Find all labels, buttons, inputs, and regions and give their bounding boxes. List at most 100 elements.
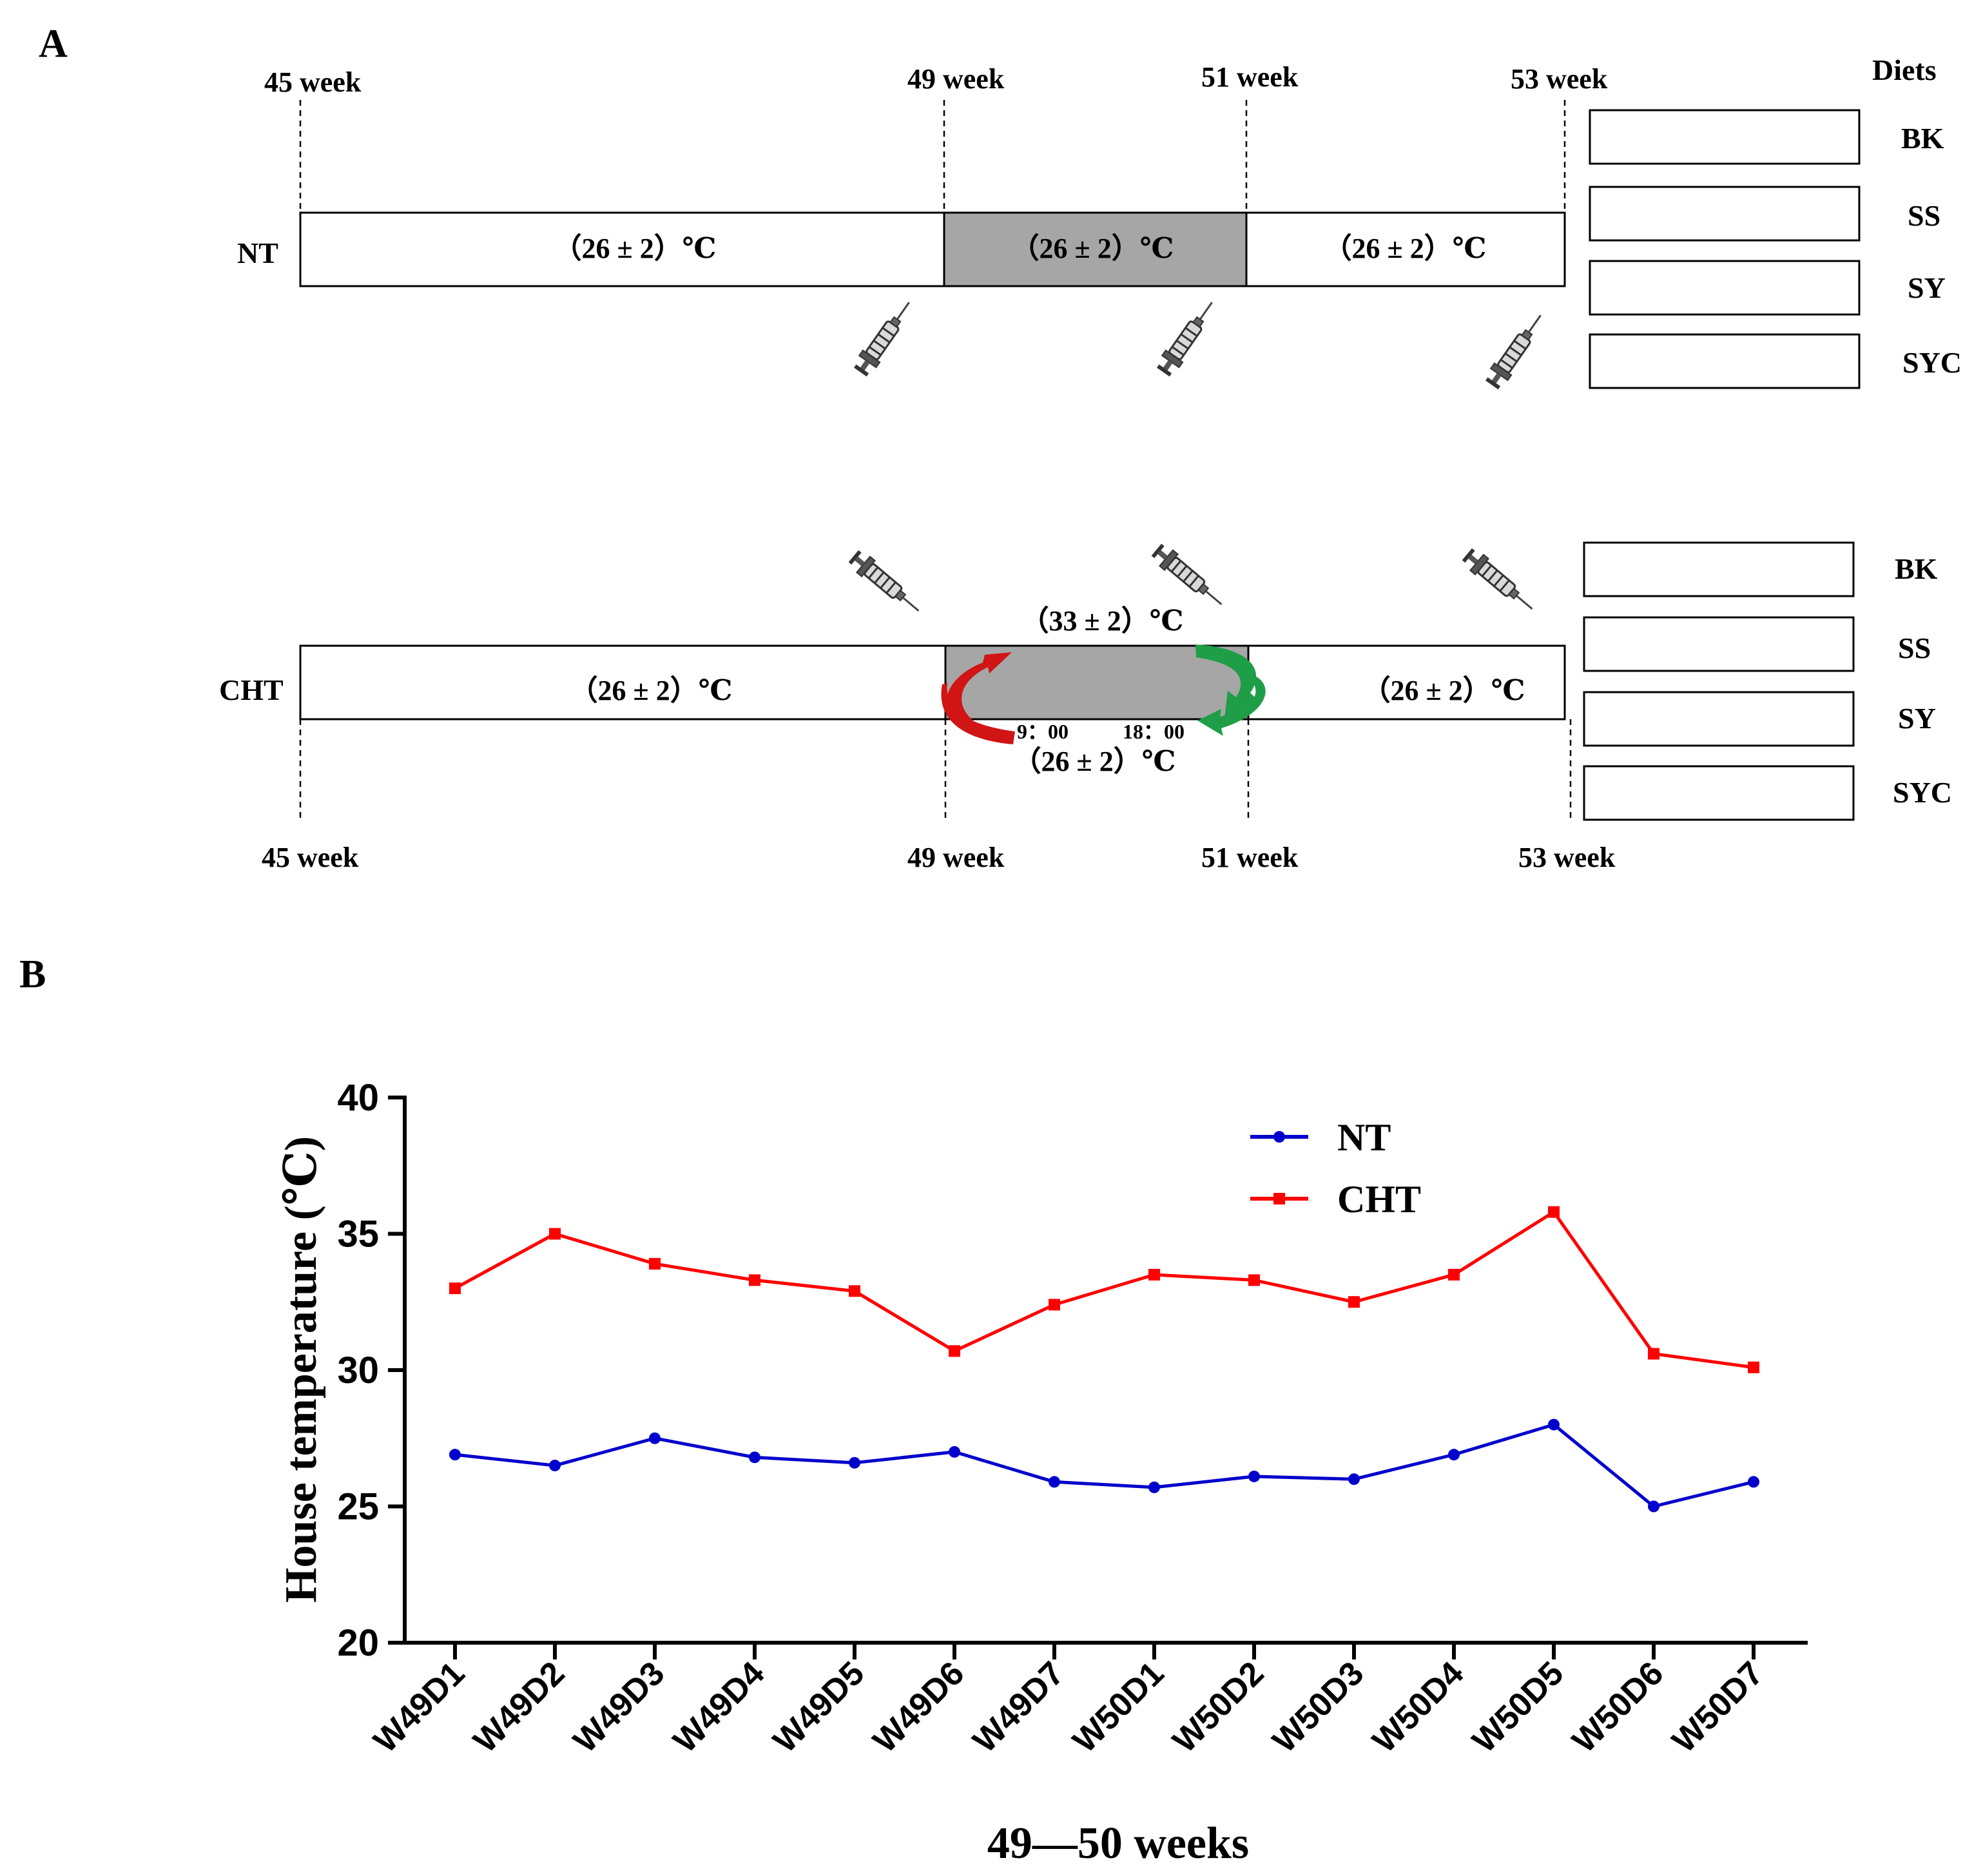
nt-segment-2 — [943, 211, 1248, 287]
data-point-cht — [1648, 1348, 1659, 1360]
cht-diet-box-syc — [1583, 765, 1855, 821]
nt-diet-label-syc: SYC — [1902, 346, 1962, 379]
series-line-cht — [454, 1210, 1754, 1369]
data-point-nt — [1748, 1476, 1759, 1488]
legend-cht-label: CHT — [1337, 1178, 1421, 1221]
cht-week-49-label: 49 week — [907, 842, 1005, 873]
x-tick-label: W50D2 — [1166, 1654, 1272, 1760]
x-tick-label: W49D7 — [966, 1654, 1072, 1760]
data-point-nt — [1049, 1476, 1060, 1488]
rotation-arrow-green-icon — [1195, 644, 1257, 719]
syringe-icon — [1154, 295, 1222, 380]
nt-segment-1-temp: （26 ± 2）℃ — [554, 233, 717, 264]
cht-week-45-label: 45 week — [262, 842, 359, 873]
cht-diet-label-syc: SYC — [1893, 776, 1952, 809]
cht-diet-label-bk: BK — [1895, 552, 1938, 585]
data-point-cht — [749, 1274, 760, 1286]
x-tick-label: W50D7 — [1665, 1654, 1771, 1760]
panel-b-letter: B — [19, 953, 46, 996]
cht-week-51-label: 51 week — [1201, 842, 1299, 873]
y-tick-label: 35 — [337, 1214, 379, 1255]
cht-diet-box-ss — [1583, 616, 1855, 672]
x-tick-label: W49D3 — [566, 1654, 672, 1760]
nt-diet-label-bk: BK — [1901, 122, 1944, 155]
nt-week-53-label: 53 week — [1511, 63, 1608, 95]
x-tick-label: W49D5 — [766, 1654, 872, 1760]
y-tick-label: 30 — [337, 1349, 379, 1391]
nt-segment-1 — [299, 211, 945, 287]
nt-segment-3-temp: （26 ± 2）℃ — [1324, 233, 1487, 264]
x-tick-label: W50D1 — [1066, 1654, 1172, 1760]
cht-diet-label-sy: SY — [1898, 702, 1936, 735]
series-line-nt — [454, 1423, 1754, 1508]
y-tick-label: 25 — [337, 1486, 379, 1528]
data-point-nt — [1548, 1418, 1560, 1431]
x-tick-label: W49D1 — [367, 1654, 472, 1760]
nt-group-label: NT — [237, 237, 278, 269]
cht-segment-3 — [1247, 644, 1566, 720]
cht-segment-3-temp: （26 ± 2）℃ — [1362, 675, 1525, 706]
cht-segment-1 — [299, 644, 947, 720]
data-point-nt — [949, 1446, 960, 1458]
cht-low-temp: （26 ± 2）℃ — [1013, 746, 1176, 777]
data-point-nt — [449, 1449, 461, 1461]
data-point-nt — [649, 1432, 661, 1444]
x-tick-label: W50D4 — [1366, 1654, 1471, 1760]
y-tick-label: 40 — [337, 1077, 379, 1119]
data-point-cht — [549, 1228, 561, 1240]
data-point-nt — [849, 1456, 860, 1469]
cht-diet-box-sy — [1583, 691, 1855, 747]
nt-timeline: 45 week 49 week 51 week 53 week （26 ± 2）… — [237, 61, 1608, 392]
legend-nt-marker — [1273, 1131, 1285, 1143]
syringe-icon — [1459, 545, 1540, 618]
syringe-icon — [1148, 541, 1230, 614]
legend: NT CHT — [1250, 1116, 1421, 1221]
data-point-cht — [1148, 1268, 1160, 1281]
data-point-cht — [849, 1285, 860, 1297]
y-tick-label: 20 — [337, 1622, 379, 1664]
data-point-nt — [1148, 1481, 1160, 1493]
x-tick-label: W49D6 — [866, 1654, 972, 1760]
syringe-icon — [846, 547, 927, 620]
data-point-cht — [449, 1282, 461, 1295]
data-point-nt — [1248, 1470, 1260, 1482]
nt-week-45-label: 45 week — [264, 66, 362, 98]
syringe-icon — [1482, 308, 1551, 392]
data-point-cht — [1248, 1274, 1260, 1286]
diets-header: Diets — [1872, 53, 1937, 86]
rotation-arrow-red-icon — [941, 683, 1015, 744]
nt-diet-boxes: BK SS SY SYC — [1589, 109, 1962, 389]
legend-nt-label: NT — [1337, 1116, 1391, 1159]
rotation-arrow-red-icon — [946, 652, 1012, 725]
x-tick-label: W49D4 — [666, 1654, 772, 1760]
x-tick-label: W50D6 — [1565, 1654, 1671, 1760]
data-point-cht — [949, 1345, 960, 1357]
x-ticks: W49D1W49D2W49D3W49D4W49D5W49D6W49D7W50D1… — [367, 1643, 1771, 1760]
data-point-cht — [1049, 1299, 1060, 1311]
cht-diet-box-bk — [1583, 541, 1855, 597]
cht-time-off: 18：00 — [1123, 720, 1185, 743]
y-axis-title: House temperature (℃) — [276, 1136, 326, 1603]
nt-diet-label-sy: SY — [1908, 271, 1946, 304]
nt-diet-box-ss — [1589, 186, 1861, 242]
data-point-nt — [1448, 1449, 1460, 1461]
syringe-icon — [851, 295, 919, 380]
cht-week-53-label: 53 week — [1518, 842, 1616, 873]
data-point-cht — [1348, 1296, 1360, 1308]
cht-group-label: CHT — [219, 673, 284, 706]
nt-segment-3 — [1245, 211, 1566, 287]
cht-diet-boxes: BK SS SY SYC — [1583, 541, 1952, 821]
x-tick-label: W49D2 — [467, 1654, 572, 1760]
nt-diet-box-bk — [1589, 109, 1861, 165]
y-ticks: 20 25 30 35 40 — [337, 1077, 405, 1664]
cht-segment-1-temp: （26 ± 2）℃ — [570, 675, 733, 706]
x-tick-label: W50D3 — [1266, 1654, 1371, 1760]
nt-week-49-label: 49 week — [907, 63, 1005, 95]
data-point-cht — [1548, 1206, 1560, 1218]
nt-diet-box-sy — [1589, 260, 1861, 316]
series-layer — [449, 1206, 1759, 1513]
x-axis-title: 49—50 weeks — [987, 1819, 1249, 1868]
nt-week-51-label: 51 week — [1201, 61, 1299, 93]
data-point-cht — [649, 1258, 661, 1270]
